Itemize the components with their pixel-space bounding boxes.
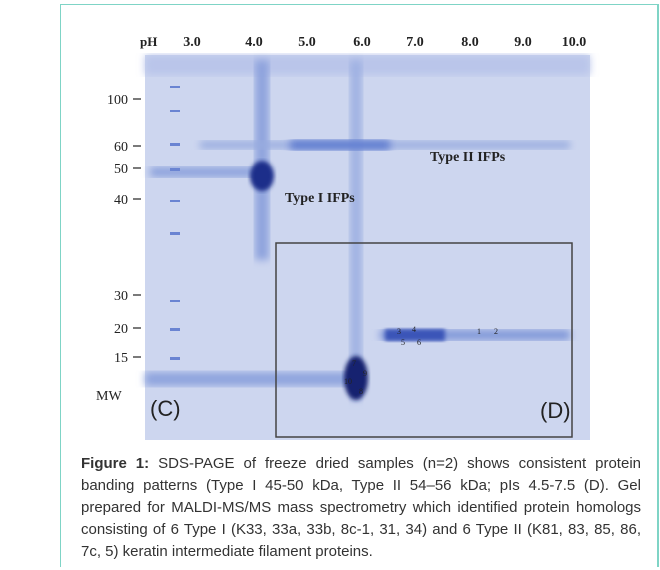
mw-tick-label: 30 <box>114 289 128 304</box>
ph-tick-label: 8.0 <box>461 35 479 50</box>
spot-label: 4 <box>412 325 416 334</box>
spot-label: 1 <box>477 327 481 336</box>
panel-label: (D) <box>540 398 571 423</box>
ph-tick-label: 9.0 <box>514 35 532 50</box>
caption-text: SDS-PAGE of freeze dried samples (n=2) s… <box>81 455 641 560</box>
figure-frame <box>60 4 659 567</box>
mw-tick-label: 15 <box>114 351 128 366</box>
caption: Figure 1: SDS-PAGE of freeze dried sampl… <box>81 453 641 563</box>
mw-tick-label: 20 <box>114 322 128 337</box>
gel-figure: pH 3.0 4.0 5.0 6.0 7.0 8.0 9.0 10.0 100 60 50 40 30 20… <box>96 34 590 440</box>
spot-label: 9 <box>363 369 367 378</box>
ph-tick-label: 10.0 <box>562 35 587 50</box>
ph-tick-label: 7.0 <box>406 35 424 50</box>
ph-tick-label: 4.0 <box>245 35 263 50</box>
ph-tick-label: 5.0 <box>298 35 316 50</box>
spot-label: 7 <box>352 359 356 368</box>
ph-label: pH <box>140 34 157 49</box>
mw-tick-label: 100 <box>107 93 128 108</box>
gel-image <box>145 55 590 440</box>
mw-tick-label: 60 <box>114 140 128 155</box>
annotation: Type II IFPs <box>430 150 506 165</box>
spot-label: 2 <box>494 327 498 336</box>
spot-label: 8 <box>359 387 363 396</box>
spot-label: 5 <box>401 338 405 347</box>
panel-label: (C) <box>150 396 181 421</box>
annotation: Type I IFPs <box>285 191 355 206</box>
ph-tick-label: 3.0 <box>183 35 201 50</box>
caption-label: Figure 1: <box>81 455 150 472</box>
mw-label: MW <box>96 389 122 404</box>
mw-tick-label: 50 <box>114 162 128 177</box>
spot-label: 3 <box>397 327 401 336</box>
spot-label: 6 <box>417 338 421 347</box>
ph-tick-label: 6.0 <box>353 35 371 50</box>
spot-label: 10 <box>344 377 352 386</box>
mw-tick-label: 40 <box>114 193 128 208</box>
